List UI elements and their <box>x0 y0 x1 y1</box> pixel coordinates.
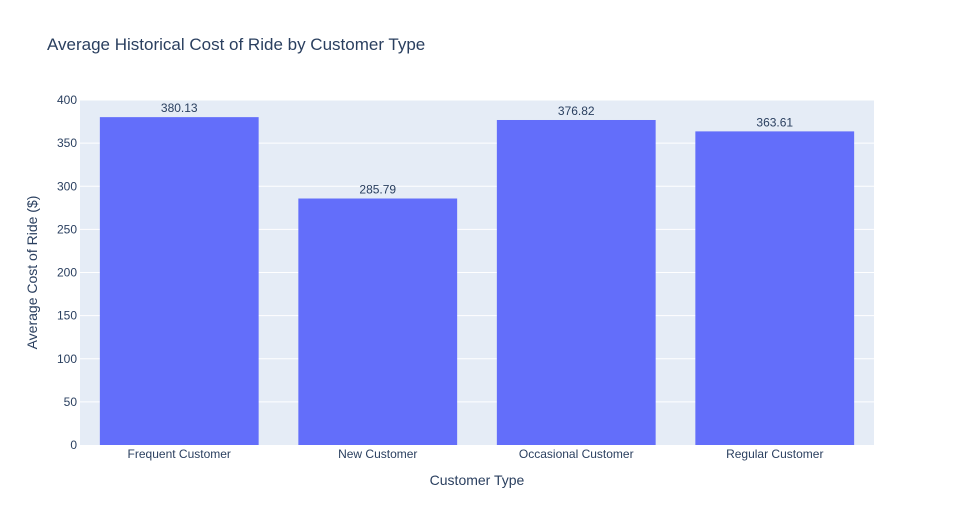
x-axis-ticks: Frequent Customer New Customer Occasional … <box>128 447 824 461</box>
y-tick-label: 0 <box>70 438 77 452</box>
y-tick-label: 50 <box>64 395 78 409</box>
bar-value-label: 380.13 <box>161 101 198 115</box>
chart-title: Average Historical Cost of Ride by Custo… <box>47 35 425 54</box>
y-tick-label: 250 <box>57 222 77 236</box>
bar <box>496 119 656 446</box>
y-axis-ticks: 0 50 100 150 200 250 300 350 400 <box>57 93 77 452</box>
y-tick-label: 400 <box>57 93 77 107</box>
y-tick-label: 100 <box>57 352 77 366</box>
x-tick-label: Frequent Customer <box>128 447 231 461</box>
bar-value-label: 376.82 <box>558 104 595 118</box>
y-tick-label: 200 <box>57 266 77 280</box>
x-tick-label: Occasional Customer <box>519 447 634 461</box>
bar <box>298 198 458 445</box>
data-labels: 380.13 285.79 376.82 363.61 <box>161 101 794 196</box>
bar <box>695 131 855 446</box>
x-tick-label: Regular Customer <box>726 447 823 461</box>
x-axis-title: Customer Type <box>430 472 525 488</box>
x-tick-label: New Customer <box>338 447 417 461</box>
y-tick-label: 350 <box>57 136 77 150</box>
y-axis-title: Average Cost of Ride ($) <box>24 196 40 350</box>
bar <box>99 117 259 445</box>
bar-value-label: 285.79 <box>359 183 396 197</box>
y-tick-label: 150 <box>57 309 77 323</box>
bars <box>99 117 855 446</box>
bar-value-label: 363.61 <box>756 115 793 129</box>
y-tick-label: 300 <box>57 179 77 193</box>
